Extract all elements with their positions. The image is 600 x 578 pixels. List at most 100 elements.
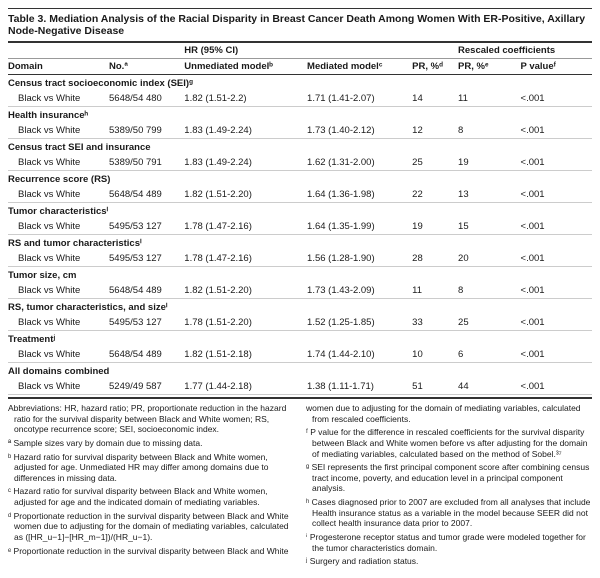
domain-header: Recurrence score (RS) <box>8 171 592 188</box>
footnote-text: ʰ Cases diagnosed prior to 2007 are excl… <box>306 497 592 529</box>
cell-pval: <.001 <box>521 251 592 267</box>
cell-label: Black vs White <box>8 251 109 267</box>
cell-pr: 12 <box>412 123 458 139</box>
cell-pval: <.001 <box>521 283 592 299</box>
cell-label: Black vs White <box>8 187 109 203</box>
cell-pr: 28 <box>412 251 458 267</box>
cell-unmediated: 1.82 (1.51-2.20) <box>184 283 307 299</box>
table-row: Black vs White5249/49 5871.77 (1.44-2.18… <box>8 379 592 395</box>
cell-unmediated: 1.83 (1.49-2.24) <box>184 123 307 139</box>
cell-rc: 15 <box>458 219 521 235</box>
cell-unmediated: 1.78 (1.47-2.16) <box>184 219 307 235</box>
cell-rc: 6 <box>458 347 521 363</box>
cell-rc: 8 <box>458 283 521 299</box>
cell-pr: 25 <box>412 155 458 171</box>
domain-header: Treatmentʲ <box>8 331 592 348</box>
cell-label: Black vs White <box>8 155 109 171</box>
cell-mediated: 1.73 (1.43-2.09) <box>307 283 412 299</box>
cell-rc: 25 <box>458 315 521 331</box>
cell-mediated: 1.64 (1.36-1.98) <box>307 187 412 203</box>
cell-unmediated: 1.78 (1.47-2.16) <box>184 251 307 267</box>
col-unmediated: Unmediated modelᵇ <box>184 59 307 75</box>
cell-label: Black vs White <box>8 347 109 363</box>
col-pval: P valueᶠ <box>521 59 592 75</box>
domain-header: RS and tumor characteristicsⁱ <box>8 235 592 252</box>
col-domain: Domain <box>8 59 109 75</box>
cell-unmediated: 1.82 (1.51-2.18) <box>184 347 307 363</box>
cell-rc: 44 <box>458 379 521 395</box>
cell-mediated: 1.71 (1.41-2.07) <box>307 91 412 107</box>
footnote-text: ᵍ SEI represents the first principal com… <box>306 462 592 494</box>
footnote-text: ᵉ Proportionate reduction in the surviva… <box>8 546 294 557</box>
cell-pval: <.001 <box>521 155 592 171</box>
footnote-text: women due to adjusting for the domain of… <box>306 403 592 424</box>
domain-header: Health insuranceʰ <box>8 107 592 124</box>
col-pr: PR, %ᵈ <box>412 59 458 75</box>
domain-header: RS, tumor characteristics, and sizeⁱ <box>8 299 592 316</box>
cell-no: 5495/53 127 <box>109 219 184 235</box>
cell-mediated: 1.62 (1.31-2.00) <box>307 155 412 171</box>
table-row: Black vs White5648/54 4891.82 (1.51-2.18… <box>8 347 592 363</box>
footnote-text: ᶠ P value for the difference in rescaled… <box>306 427 592 459</box>
cell-mediated: 1.74 (1.44-2.10) <box>307 347 412 363</box>
table-row: Black vs White5648/54 4891.82 (1.51-2.20… <box>8 283 592 299</box>
cell-pr: 19 <box>412 219 458 235</box>
cell-label: Black vs White <box>8 283 109 299</box>
cell-label: Black vs White <box>8 315 109 331</box>
domain-header: All domains combined <box>8 363 592 380</box>
cell-no: 5648/54 489 <box>109 187 184 203</box>
cell-unmediated: 1.82 (1.51-2.20) <box>184 187 307 203</box>
table-row: Black vs White5648/54 4801.82 (1.51-2.2)… <box>8 91 592 107</box>
cell-mediated: 1.56 (1.28-1.90) <box>307 251 412 267</box>
cell-label: Black vs White <box>8 91 109 107</box>
cell-pr: 11 <box>412 283 458 299</box>
cell-no: 5495/53 127 <box>109 251 184 267</box>
footnote-text: ᶜ Hazard ratio for survival disparity be… <box>8 486 294 507</box>
domain-header: Tumor characteristicsⁱ <box>8 203 592 220</box>
table-title: Table 3. Mediation Analysis of the Racia… <box>8 8 592 43</box>
table-row: Black vs White5495/53 1271.78 (1.47-2.16… <box>8 251 592 267</box>
cell-mediated: 1.64 (1.35-1.99) <box>307 219 412 235</box>
domain-header: Census tract SEI and insurance <box>8 139 592 156</box>
cell-rc: 8 <box>458 123 521 139</box>
col-mediated: Mediated modelᶜ <box>307 59 412 75</box>
table-row: Black vs White5389/50 7991.83 (1.49-2.24… <box>8 123 592 139</box>
footnote-text: ᵇ Hazard ratio for survival disparity be… <box>8 452 294 484</box>
cell-pval: <.001 <box>521 123 592 139</box>
cell-pval: <.001 <box>521 347 592 363</box>
cell-unmediated: 1.77 (1.44-2.18) <box>184 379 307 395</box>
cell-no: 5389/50 799 <box>109 123 184 139</box>
cell-mediated: 1.52 (1.25-1.85) <box>307 315 412 331</box>
domain-header: Tumor size, cm <box>8 267 592 284</box>
cell-pval: <.001 <box>521 91 592 107</box>
col-rc-group: Rescaled coefficients <box>458 43 592 59</box>
cell-no: 5389/50 791 <box>109 155 184 171</box>
cell-rc: 19 <box>458 155 521 171</box>
cell-pr: 22 <box>412 187 458 203</box>
col-no: No.ª <box>109 59 184 75</box>
cell-no: 5249/49 587 <box>109 379 184 395</box>
cell-pval: <.001 <box>521 379 592 395</box>
cell-pval: <.001 <box>521 187 592 203</box>
cell-pr: 51 <box>412 379 458 395</box>
cell-rc: 20 <box>458 251 521 267</box>
cell-label: Black vs White <box>8 379 109 395</box>
cell-pval: <.001 <box>521 219 592 235</box>
cell-unmediated: 1.78 (1.51-2.20) <box>184 315 307 331</box>
cell-label: Black vs White <box>8 123 109 139</box>
domain-header: Census tract socioeconomic index (SEI)ᵍ <box>8 75 592 92</box>
footnotes: Abbreviations: HR, hazard ratio; PR, pro… <box>8 397 592 570</box>
cell-pr: 10 <box>412 347 458 363</box>
cell-pr: 33 <box>412 315 458 331</box>
cell-unmediated: 1.82 (1.51-2.2) <box>184 91 307 107</box>
table-row: Black vs White5648/54 4891.82 (1.51-2.20… <box>8 187 592 203</box>
table-row: Black vs White5495/53 1271.78 (1.47-2.16… <box>8 219 592 235</box>
cell-mediated: 1.73 (1.40-2.12) <box>307 123 412 139</box>
footnote-text: ⁱ Progesterone receptor status and tumor… <box>306 532 592 553</box>
cell-label: Black vs White <box>8 219 109 235</box>
cell-pr: 14 <box>412 91 458 107</box>
cell-rc: 11 <box>458 91 521 107</box>
mediation-table: HR (95% CI) Rescaled coefficients Domain… <box>8 43 592 395</box>
table-row: Black vs White5389/50 7911.83 (1.49-2.24… <box>8 155 592 171</box>
footnote-text: ª Sample sizes vary by domain due to mis… <box>8 438 294 449</box>
